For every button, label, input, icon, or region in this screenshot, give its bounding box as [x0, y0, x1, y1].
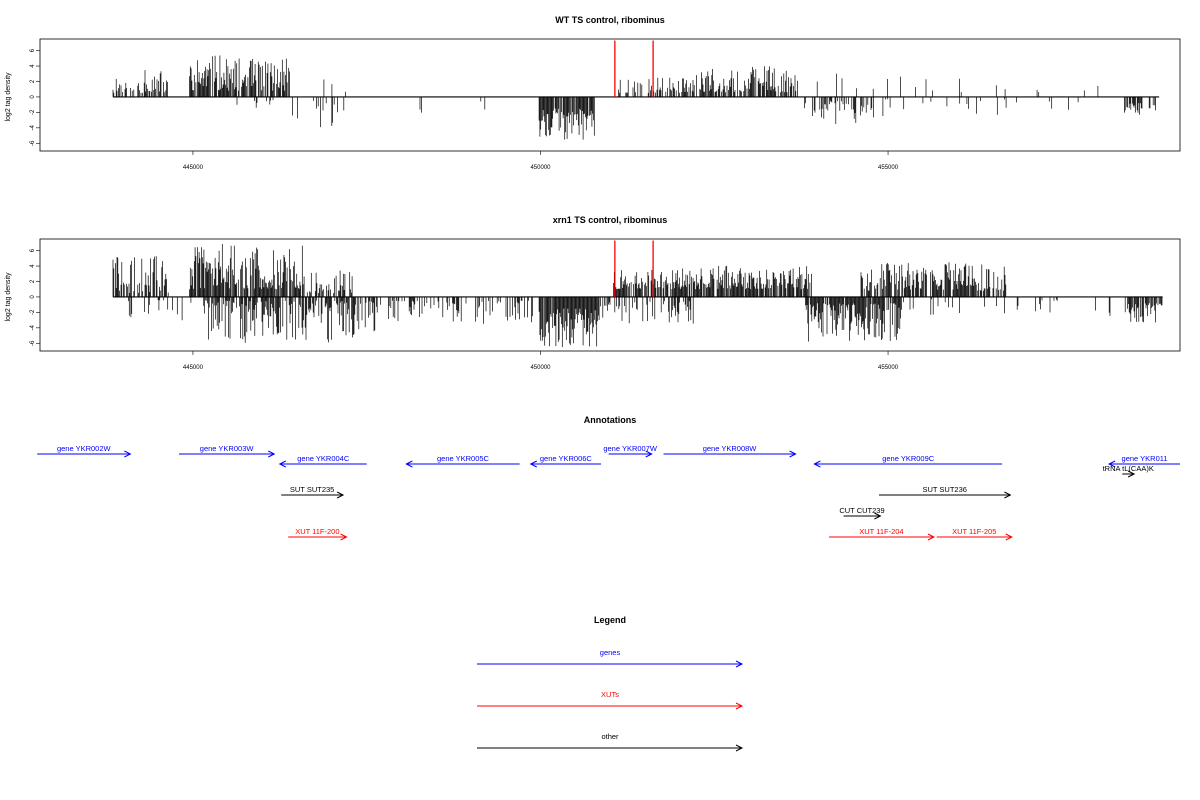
annotation-label: SUT SUT235 [290, 485, 334, 494]
annotation-feature: gene YKR002W [37, 444, 132, 458]
y-tick-label: 0 [30, 295, 36, 299]
annotation-arrow-head [1004, 491, 1012, 499]
panel-wt-frame [39, 38, 1181, 152]
legend-title: Legend [594, 615, 626, 625]
y-tick-label: -2 [30, 109, 36, 115]
y-tick-label: -2 [30, 309, 36, 315]
panel-wt-ylabel: log2 tag density [5, 72, 12, 122]
y-tick-label: -6 [30, 140, 36, 146]
annotation-feature: gene YKR007W [603, 444, 658, 458]
legend-item: other [477, 732, 744, 752]
legend-item: genes [477, 648, 744, 668]
annotation-label: gene YKR006C [540, 454, 593, 463]
panel-xrn1-bars [112, 240, 1163, 348]
annotation-feature: gene YKR006C [529, 454, 601, 468]
annotation-label: gene YKR003W [200, 444, 255, 453]
panel-wt-title: WT TS control, ribominus [555, 15, 665, 25]
annotation-arrow-head [789, 450, 797, 458]
legend-arrow-head [735, 744, 744, 752]
y-tick-label: 6 [30, 248, 36, 252]
annotation-items: gene YKR002W gene YKR003W gene YKR004C gene… [37, 444, 1180, 541]
annotation-label: gene YKR004C [297, 454, 350, 463]
annotation-arrow-head [645, 450, 653, 458]
x-tick-label: 450000 [530, 365, 551, 371]
annotation-arrow-head [1005, 533, 1013, 541]
annotation-feature: gene YKR003W [179, 444, 276, 458]
y-tick-label: 2 [30, 279, 36, 283]
annotation-label: XUT 11F-204 [859, 527, 903, 536]
y-tick-label: 2 [30, 79, 36, 83]
annotation-label: gene YKR008W [703, 444, 758, 453]
panel-xrn1: xrn1 TS control, ribominus log2 tag dens… [5, 215, 1181, 371]
legend-arrow-head [735, 702, 744, 710]
panel-wt-bars [112, 40, 1160, 140]
legend-item: XUTs [477, 690, 744, 710]
annotation-feature: gene YKR011 [1107, 454, 1180, 468]
legend-items: genes XUTs other [477, 648, 744, 752]
annotation-label: CUT CUT239 [839, 506, 884, 515]
panel-wt: WT TS control, ribominus log2 tag densit… [5, 15, 1181, 171]
y-tick-label: 4 [30, 64, 36, 68]
annotation-feature: gene YKR009C [813, 454, 1003, 468]
legend-arrow-head [735, 660, 744, 668]
annotations-panel: Annotations gene YKR002W gene YKR003Wgene… [37, 415, 1180, 541]
annotation-feature: SUT SUT236 [879, 485, 1012, 499]
annotation-label: tRNA tL(CAA)K [1103, 464, 1154, 473]
y-tick-label: -4 [30, 125, 36, 131]
x-tick-label: 455000 [878, 365, 899, 371]
annotation-arrow-head [874, 512, 882, 520]
y-tick-label: 0 [30, 95, 36, 99]
x-tick-label: 455000 [878, 165, 899, 171]
panel-xrn1-frame [39, 238, 1181, 352]
legend-label: XUTs [601, 690, 619, 699]
x-tick-label: 445000 [183, 165, 204, 171]
annotation-label: gene YKR002W [57, 444, 112, 453]
y-tick-label: 4 [30, 264, 36, 268]
y-tick-label: -4 [30, 325, 36, 331]
panel-xrn1-ylabel: log2 tag density [5, 272, 12, 322]
annotation-label: gene YKR005C [437, 454, 490, 463]
legend-label: other [601, 732, 619, 741]
legend-label: genes [600, 648, 621, 657]
annotation-feature: XUT 11F-205 [936, 527, 1013, 541]
y-tick-label: -6 [30, 340, 36, 346]
annotation-feature: gene YKR008W [663, 444, 797, 458]
y-tick-label: 6 [30, 48, 36, 52]
annotation-label: SUT SUT236 [922, 485, 966, 494]
x-tick-label: 450000 [530, 165, 551, 171]
annotation-label: gene YKR009C [882, 454, 935, 463]
annotation-arrow-head [268, 450, 276, 458]
annotation-feature: SUT SUT235 [281, 485, 345, 499]
annotation-label: gene YKR011 [1122, 454, 1168, 463]
panel-wt-axes: 6 4 2 0 -2 -4 -6 445000 450000 455000 [30, 48, 899, 171]
annotation-arrow-head [927, 533, 936, 541]
annotation-arrow-head [124, 450, 132, 458]
annotation-arrow-head [1127, 470, 1136, 478]
annotation-arrow-head [340, 533, 348, 541]
legend-panel: Legend genes XUTs other [477, 615, 744, 752]
annotation-feature: tRNA tL(CAA)K [1103, 464, 1154, 478]
annotation-feature: XUT 11F-200 [288, 527, 348, 541]
annotation-arrow-head [1107, 460, 1116, 468]
x-tick-label: 445000 [183, 365, 204, 371]
annotation-arrow-head [278, 460, 287, 468]
annotation-label: XUT 11F-205 [952, 527, 996, 536]
panel-xrn1-axes: 6 4 2 0 -2 -4 -6 445000 450000 455000 [30, 248, 899, 371]
annotation-feature: gene YKR005C [405, 454, 520, 468]
annotation-feature: XUT 11F-204 [828, 527, 936, 541]
panel-xrn1-title: xrn1 TS control, ribominus [553, 215, 668, 225]
annotation-arrow-head [813, 460, 821, 468]
annotation-feature: gene YKR004C [278, 454, 367, 468]
annotation-label: gene YKR007W [603, 444, 658, 453]
annotation-feature: CUT CUT239 [839, 506, 885, 520]
annotation-arrow-head [529, 460, 537, 468]
annotations-title: Annotations [584, 415, 637, 425]
annotation-arrow-head [405, 460, 413, 468]
annotation-label: XUT 11F-200 [295, 527, 339, 536]
annotation-arrow-head [336, 491, 345, 499]
